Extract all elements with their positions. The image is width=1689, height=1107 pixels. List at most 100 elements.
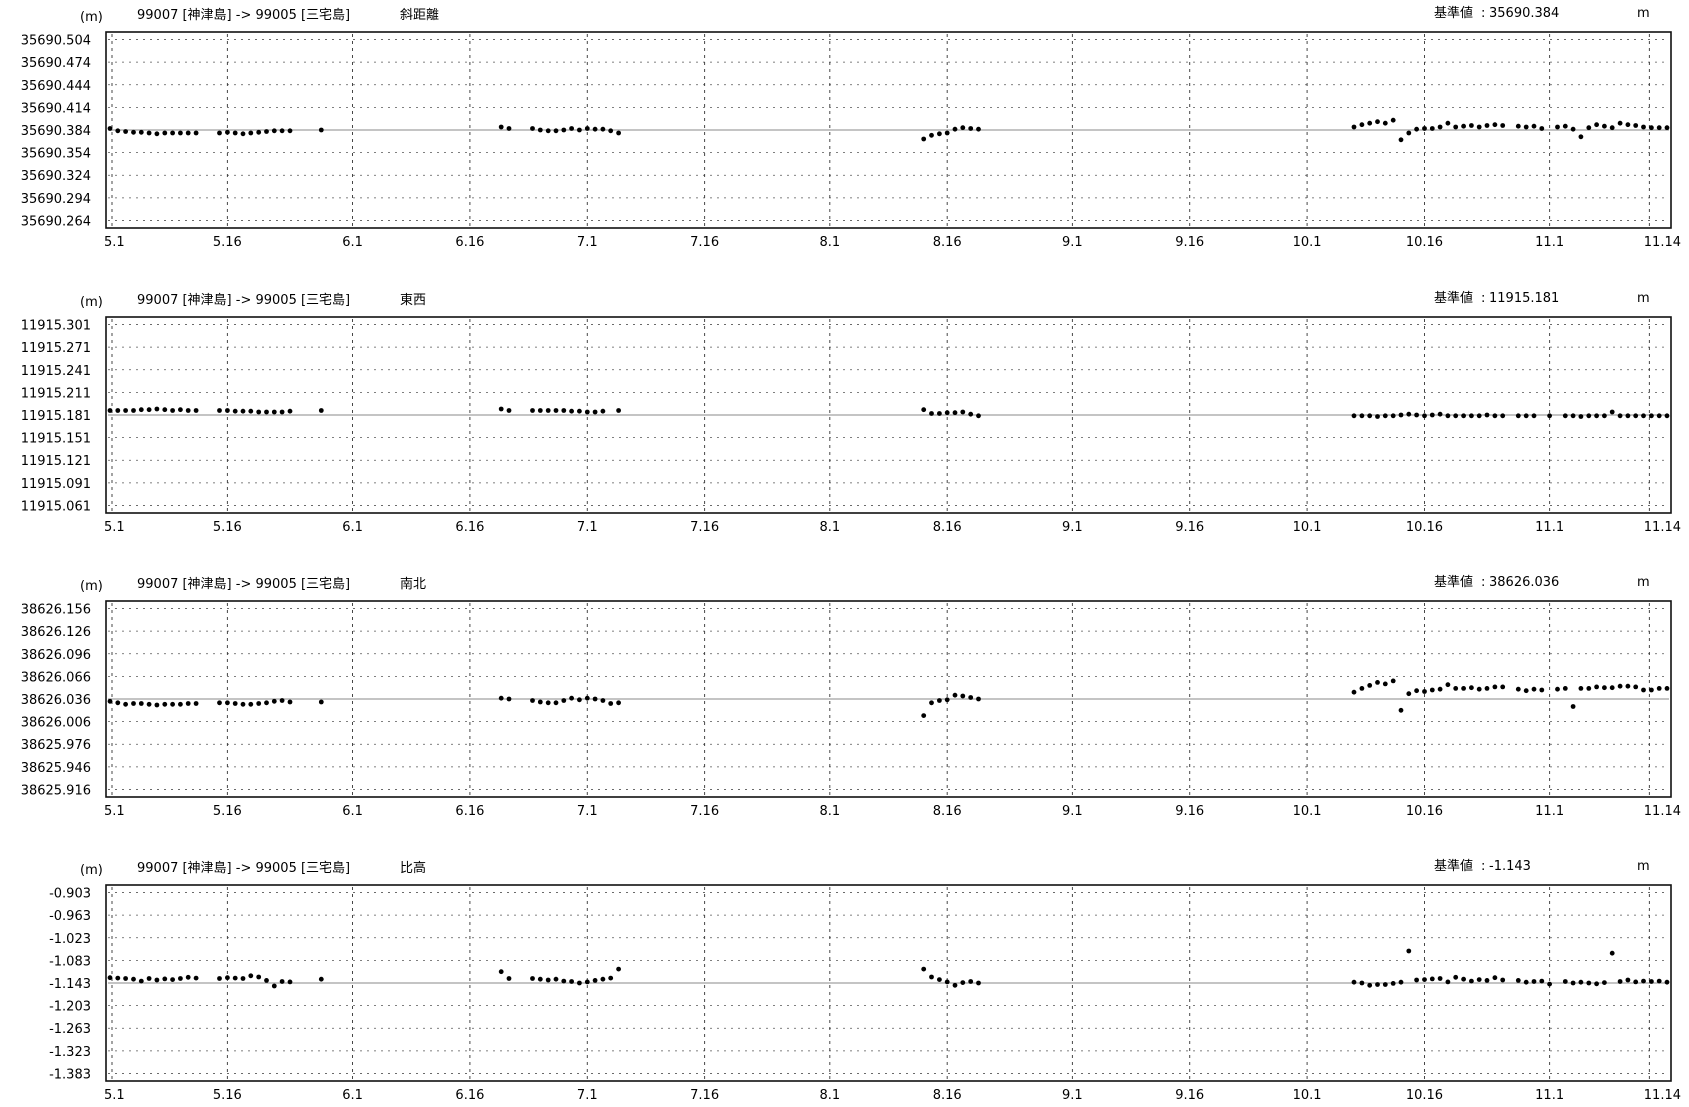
data-point [1398, 707, 1404, 713]
data-point [937, 698, 942, 703]
data-point [1351, 413, 1357, 419]
data-point [1602, 123, 1607, 129]
data-point [1375, 680, 1380, 685]
data-point [1453, 974, 1459, 980]
data-point [1570, 126, 1576, 132]
data-point [178, 701, 183, 707]
y-tick-label: -1.323 [49, 1045, 91, 1060]
data-point [287, 979, 293, 985]
reference-colon: : [1481, 291, 1485, 306]
data-point [506, 126, 512, 131]
data-point [225, 129, 230, 135]
x-tick-label: 10.1 [1293, 235, 1322, 250]
x-tick-label: 8.1 [819, 520, 840, 535]
data-point [287, 408, 293, 414]
data-point [131, 129, 136, 135]
y-tick-label: -1.143 [49, 977, 91, 992]
data-point [1562, 123, 1568, 129]
data-point [968, 411, 974, 417]
data-point [131, 976, 136, 982]
y-tick-label: 35690.354 [21, 147, 91, 162]
data-point [616, 408, 621, 413]
data-point [968, 979, 974, 984]
data-point [976, 696, 981, 702]
reference-label: 基準値 [1434, 574, 1473, 590]
data-point [1586, 686, 1592, 691]
y-tick-label: -0.963 [49, 909, 91, 924]
data-point [1375, 119, 1380, 125]
data-point [1461, 686, 1466, 691]
data-point [232, 130, 238, 136]
data-point [248, 408, 254, 414]
reference-colon: : [1481, 6, 1485, 21]
data-point [287, 128, 293, 134]
data-point [1570, 413, 1576, 419]
data-point [1625, 683, 1631, 689]
data-point [1547, 981, 1552, 987]
data-point [256, 701, 262, 706]
data-point [1367, 982, 1373, 988]
data-point [1476, 977, 1482, 982]
x-tick-label: 10.1 [1293, 804, 1322, 819]
data-point [1367, 683, 1373, 688]
data-point [498, 969, 504, 975]
data-point [1382, 681, 1388, 687]
reference-value: -1.143 [1489, 859, 1531, 874]
data-point [248, 701, 254, 707]
data-point [1367, 413, 1373, 419]
y-tick-label: 38625.946 [21, 761, 91, 776]
component-label: 比高 [400, 860, 426, 876]
data-point [217, 130, 222, 136]
data-point [1406, 691, 1412, 697]
y-tick-label: -1.203 [49, 1000, 91, 1015]
data-point [952, 982, 958, 988]
data-point [185, 974, 191, 980]
data-point [1469, 123, 1474, 128]
x-tick-label: 11.1 [1535, 804, 1564, 819]
x-tick-label: 11.14 [1644, 1088, 1681, 1103]
data-point [1515, 413, 1521, 419]
data-point [1390, 981, 1396, 986]
data-point [115, 700, 121, 706]
data-point [178, 130, 183, 136]
data-point [600, 408, 606, 414]
chart-panel-1: (m) 99007 [神津島] -> 99005 [三宅島] 斜距離 基準値:3569… [21, 5, 1681, 250]
y-tick-label: 11915.271 [21, 341, 91, 356]
data-point [1641, 413, 1646, 419]
y-tick-label: 35690.474 [21, 56, 91, 71]
data-point [115, 128, 121, 134]
y-tick-label: 35690.444 [21, 79, 91, 94]
data-point [1586, 980, 1592, 986]
data-point [1453, 413, 1459, 419]
data-point [960, 980, 966, 985]
x-tick-label: 10.16 [1406, 520, 1443, 535]
y-tick-label: 38626.126 [21, 625, 91, 640]
data-point [279, 979, 285, 984]
y-tick-label: -1.023 [49, 932, 91, 947]
data-point [1359, 980, 1365, 986]
data-point [287, 699, 293, 705]
data-point [1578, 414, 1584, 419]
data-point [968, 695, 974, 700]
y-tick-label: -1.263 [49, 1022, 91, 1037]
data-point [1351, 689, 1357, 695]
data-point [240, 976, 246, 981]
data-point [1484, 412, 1490, 418]
data-point [498, 124, 504, 130]
data-point [1547, 413, 1552, 419]
data-point [1594, 122, 1599, 128]
data-point [1523, 124, 1529, 130]
data-point [1539, 126, 1545, 131]
data-point [553, 128, 559, 134]
data-point [279, 128, 285, 134]
data-point [1523, 979, 1529, 985]
data-point [162, 976, 168, 982]
data-point [1414, 688, 1419, 694]
data-point [968, 126, 974, 131]
data-point [592, 978, 598, 983]
x-tick-label: 9.16 [1175, 804, 1204, 819]
data-point [1469, 978, 1474, 984]
data-point [1414, 126, 1419, 132]
data-point [545, 408, 551, 413]
